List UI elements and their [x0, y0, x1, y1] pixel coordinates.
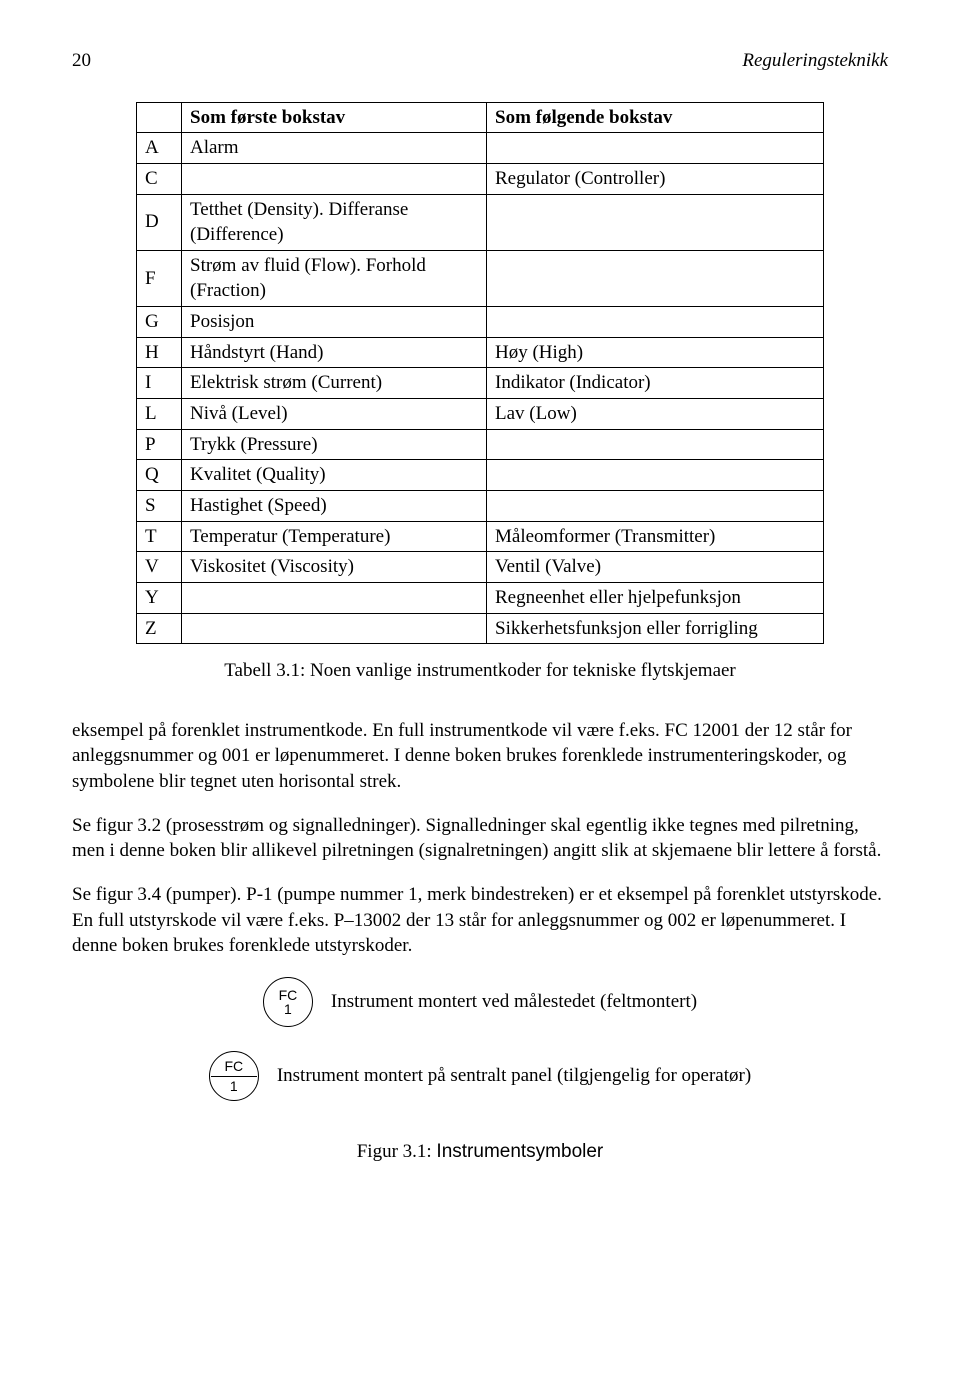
instrument-circle-panel: FC 1 [209, 1051, 259, 1101]
table-row: FStrøm av fluid (Flow). Forhold (Fractio… [137, 250, 824, 306]
paragraph-1: eksempel på forenklet instrumentkode. En… [72, 718, 888, 795]
table-cell: V [137, 552, 182, 583]
symbol-code: FC [279, 988, 298, 1002]
table-cell: Elektrisk strøm (Current) [182, 368, 487, 399]
symbol-num: 1 [230, 1079, 238, 1093]
table-cell [182, 163, 487, 194]
symbol-code: FC [224, 1059, 243, 1073]
table-header-cell: Som følgende bokstav [487, 102, 824, 133]
table-cell [487, 194, 824, 250]
table-cell [487, 250, 824, 306]
table-cell [487, 490, 824, 521]
book-title: Reguleringsteknikk [742, 48, 888, 74]
table-cell: Viskositet (Viscosity) [182, 552, 487, 583]
table-cell: F [137, 250, 182, 306]
table-cell: Ventil (Valve) [487, 552, 824, 583]
table-cell [487, 307, 824, 338]
symbol-label-2: Instrument montert på sentralt panel (ti… [277, 1064, 751, 1088]
figure-caption: Figur 3.1: Instrumentsymboler [72, 1139, 888, 1165]
table-cell: Sikkerhetsfunksjon eller forrigling [487, 613, 824, 644]
table-header-row: Som første bokstavSom følgende bokstav [137, 102, 824, 133]
symbol-row-2: FC 1 Instrument montert på sentralt pane… [209, 1051, 751, 1101]
table-cell: Lav (Low) [487, 399, 824, 430]
table-cell: Q [137, 460, 182, 491]
table-cell: D [137, 194, 182, 250]
table-cell: Nivå (Level) [182, 399, 487, 430]
paragraph-2: Se figur 3.2 (prosesstrøm og signalledni… [72, 813, 888, 864]
table-header-cell: Som første bokstav [182, 102, 487, 133]
table-cell: Måleomformer (Transmitter) [487, 521, 824, 552]
symbol-num: 1 [284, 1002, 292, 1016]
table-cell [182, 613, 487, 644]
table-body: Som første bokstavSom følgende bokstavAA… [137, 102, 824, 644]
symbol-label-1: Instrument montert ved målestedet (feltm… [331, 990, 697, 1014]
table-cell [487, 429, 824, 460]
table-row: QKvalitet (Quality) [137, 460, 824, 491]
table-row: TTemperatur (Temperature)Måleomformer (T… [137, 521, 824, 552]
table-row: PTrykk (Pressure) [137, 429, 824, 460]
table-cell: Temperatur (Temperature) [182, 521, 487, 552]
table-row: GPosisjon [137, 307, 824, 338]
table-cell: Kvalitet (Quality) [182, 460, 487, 491]
table-row: Y Regneenhet eller hjelpefunksjon [137, 582, 824, 613]
table-cell: Indikator (Indicator) [487, 368, 824, 399]
table-caption: Tabell 3.1: Noen vanlige instrumentkoder… [72, 658, 888, 684]
table-cell [182, 582, 487, 613]
table-row: C Regulator (Controller) [137, 163, 824, 194]
table-cell: Strøm av fluid (Flow). Forhold (Fraction… [182, 250, 487, 306]
instrument-codes-table: Som første bokstavSom følgende bokstavAA… [136, 102, 824, 645]
table-cell: Regneenhet eller hjelpefunksjon [487, 582, 824, 613]
table-cell: T [137, 521, 182, 552]
page-header: 20 Reguleringsteknikk [72, 48, 888, 74]
table-cell: Posisjon [182, 307, 487, 338]
table-header-cell [137, 102, 182, 133]
table-cell: Z [137, 613, 182, 644]
table-cell: S [137, 490, 182, 521]
table-cell: Trykk (Pressure) [182, 429, 487, 460]
symbol-figure: FC 1 Instrument montert ved målestedet (… [72, 977, 888, 1125]
paragraph-3: Se figur 3.4 (pumper). P-1 (pumpe nummer… [72, 882, 888, 959]
table-cell: Hastighet (Speed) [182, 490, 487, 521]
figure-title: Instrumentsymboler [436, 1141, 603, 1162]
table-row: DTetthet (Density). Differanse (Differen… [137, 194, 824, 250]
table-row: HHåndstyrt (Hand)Høy (High) [137, 337, 824, 368]
table-cell: G [137, 307, 182, 338]
table-row: IElektrisk strøm (Current)Indikator (Ind… [137, 368, 824, 399]
table-cell: Tetthet (Density). Differanse (Differenc… [182, 194, 487, 250]
table-cell: Regulator (Controller) [487, 163, 824, 194]
table-cell: Høy (High) [487, 337, 824, 368]
table-cell: Håndstyrt (Hand) [182, 337, 487, 368]
table-cell: Alarm [182, 133, 487, 164]
figure-lead: Figur 3.1: [357, 1141, 437, 1162]
table-cell: A [137, 133, 182, 164]
table-cell: C [137, 163, 182, 194]
page-number: 20 [72, 48, 91, 74]
symbol-row-1: FC 1 Instrument montert ved målestedet (… [263, 977, 697, 1027]
table-cell: P [137, 429, 182, 460]
table-row: VViskositet (Viscosity)Ventil (Valve) [137, 552, 824, 583]
table-cell: H [137, 337, 182, 368]
table-row: LNivå (Level)Lav (Low) [137, 399, 824, 430]
table-cell [487, 133, 824, 164]
table-cell: Y [137, 582, 182, 613]
table-cell [487, 460, 824, 491]
instrument-circle-field: FC 1 [263, 977, 313, 1027]
table-row: AAlarm [137, 133, 824, 164]
table-row: SHastighet (Speed) [137, 490, 824, 521]
table-cell: I [137, 368, 182, 399]
table-row: Z Sikkerhetsfunksjon eller forrigling [137, 613, 824, 644]
table-cell: L [137, 399, 182, 430]
